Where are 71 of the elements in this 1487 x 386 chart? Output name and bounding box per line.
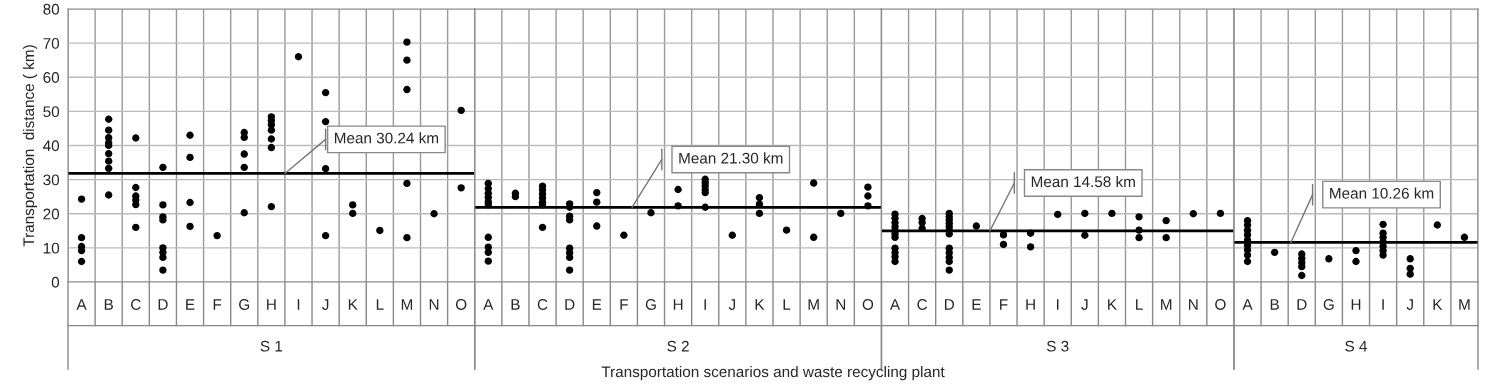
x-tick-label: A: [76, 299, 87, 310]
y-tick-label: 70: [43, 37, 60, 49]
x-tick-label: O: [1215, 299, 1226, 310]
text: Transportation scenarios and waste recycling plant: [601, 365, 945, 381]
x-tick-label: M: [1459, 299, 1470, 310]
x-tick-label: O: [455, 299, 467, 310]
ref-line-label: Mean 30.24 km: [334, 132, 439, 144]
x-tick-label: F: [620, 299, 628, 310]
x-tick-label: K: [1433, 299, 1443, 310]
y-tick-label: 10: [43, 242, 60, 254]
y-tick-label: 40: [43, 140, 60, 152]
x-tick-label: D: [944, 299, 955, 310]
x-tick-label: M: [401, 299, 413, 310]
x-tick-label: H: [1026, 299, 1035, 310]
x-tick-label: E: [186, 299, 195, 310]
x-tick-label: H: [267, 299, 276, 310]
x-tick-label: O: [862, 299, 874, 310]
x-tick-label: D: [1297, 299, 1307, 310]
x-tick-label: H: [673, 299, 683, 310]
x-tick-label: H: [1351, 299, 1361, 310]
x-tick-label: L: [1136, 299, 1143, 310]
x-tick-label: L: [376, 299, 384, 310]
x-tick-label: J: [322, 299, 329, 310]
x-axis-title: S 3: [1046, 340, 1069, 352]
x-tick-label: K: [348, 299, 358, 310]
x-tick-label: B: [1270, 299, 1279, 310]
x-tick-label: B: [511, 299, 520, 310]
y-axis-title: Transportation distance ( km): [22, 45, 38, 247]
x-tick-label: C: [917, 299, 928, 310]
x-tick-label: J: [728, 299, 736, 310]
x-tick-label: G: [239, 299, 250, 310]
y-tick-label: 0: [51, 276, 60, 288]
y-tick-label: 80: [43, 3, 60, 15]
x-tick-label: M: [808, 299, 819, 310]
x-tick-label: K: [1108, 299, 1117, 310]
ref-line-label: Mean 10.26 km: [1330, 187, 1434, 199]
x-tick-label: E: [972, 299, 981, 310]
x-tick-label: A: [1242, 299, 1253, 310]
x-tick-label: A: [889, 299, 901, 310]
ref-line-label: Mean 14.58 km: [1031, 175, 1135, 188]
y-tick-label: 60: [43, 72, 60, 83]
x-axis-title: S 1: [260, 340, 283, 352]
x-tick-label: C: [537, 299, 548, 310]
x-tick-label: A: [483, 299, 494, 310]
x-tick-label: I: [704, 299, 706, 310]
x-tick-label: N: [836, 299, 846, 310]
y-tick-label: 20: [43, 208, 60, 220]
x-tick-label: I: [1057, 299, 1059, 310]
x-tick-label: N: [1189, 299, 1198, 310]
ref-line-label: Mean 21.30 km: [679, 152, 783, 164]
x-tick-label: I: [297, 299, 300, 310]
x-tick-label: E: [592, 299, 602, 310]
x-tick-label: N: [429, 299, 439, 310]
y-tick-label: 30: [43, 174, 60, 186]
x-axis-title: S 2: [667, 340, 689, 352]
x-tick-label: J: [1081, 299, 1088, 310]
x-tick-label: K: [755, 299, 765, 310]
y-tick-label: 50: [43, 106, 60, 118]
x-tick-label: J: [1406, 299, 1413, 310]
x-tick-label: C: [131, 299, 141, 310]
x-tick-label: M: [1161, 299, 1172, 310]
x-tick-label: G: [1323, 299, 1334, 310]
x-axis-title: S 4: [1345, 340, 1367, 352]
x-tick-label: D: [565, 299, 575, 310]
x-tick-label: B: [104, 299, 113, 310]
x-tick-label: I: [1382, 299, 1384, 310]
x-tick-label: F: [213, 299, 222, 310]
x-tick-label: D: [158, 299, 168, 310]
x-tick-label: F: [1000, 299, 1008, 310]
x-tick-label: L: [783, 299, 791, 310]
x-tick-label: G: [645, 299, 656, 310]
